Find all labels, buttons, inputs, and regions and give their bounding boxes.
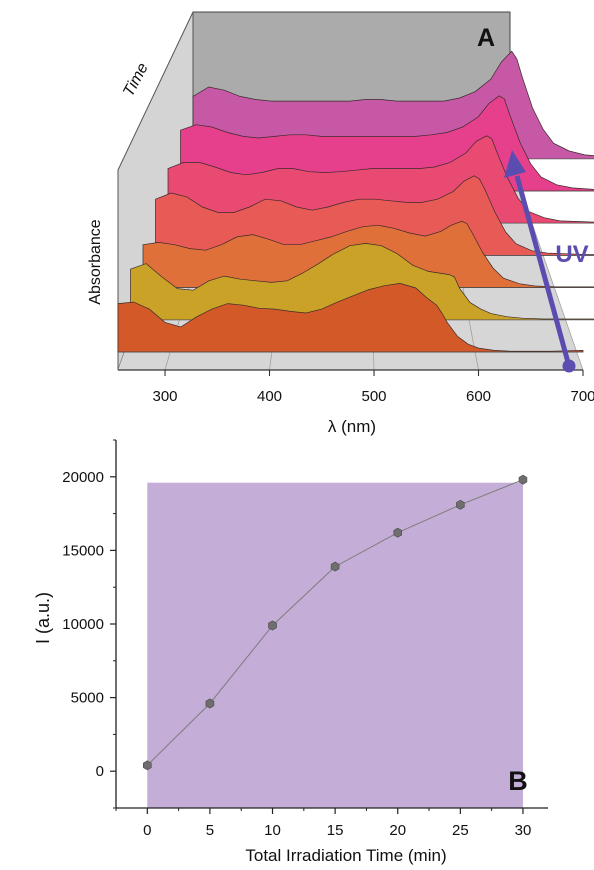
data-point bbox=[205, 698, 215, 709]
uv-arrow-shaft bbox=[514, 175, 572, 367]
x-tick-label: 300 bbox=[153, 388, 178, 405]
irradiation-shaded-region bbox=[147, 482, 523, 808]
x-tick-label: 700 bbox=[570, 388, 594, 405]
x-tick-label: 15 bbox=[327, 822, 344, 839]
y-axis-label: Absorbance bbox=[87, 219, 104, 304]
y-tick-label: 20000 bbox=[62, 469, 104, 486]
uv-label: UV bbox=[555, 241, 588, 268]
spectra-ridges bbox=[117, 50, 594, 353]
data-point bbox=[393, 527, 403, 538]
x-tick-label: 600 bbox=[466, 388, 491, 405]
x-tick-label: 400 bbox=[257, 388, 282, 405]
x-axis-ticks: 0 5 10 15 20 25 30 bbox=[115, 808, 532, 839]
data-point bbox=[268, 620, 277, 631]
x-axis-ticks: 300 400 500 600 700 bbox=[153, 370, 594, 405]
panel-b-line-chart: 0 5000 10000 15000 20000 0 5 10 15 20 25 30 I (a.u… bbox=[33, 439, 548, 865]
x-axis-label: λ (nm) bbox=[328, 417, 376, 436]
y-tick-label: 10000 bbox=[62, 616, 104, 633]
x-tick-label: 25 bbox=[452, 822, 469, 839]
spectrum-ridge bbox=[155, 175, 594, 256]
x-tick-label: 30 bbox=[515, 822, 532, 839]
y-tick-label: 5000 bbox=[71, 690, 104, 707]
y-tick-label: 15000 bbox=[62, 542, 104, 559]
x-tick-label: 500 bbox=[361, 388, 386, 405]
data-point bbox=[330, 561, 340, 572]
uv-arrow-head bbox=[504, 150, 526, 178]
y-axis-label: I (a.u.) bbox=[33, 592, 53, 644]
x-tick-label: 5 bbox=[206, 822, 214, 839]
y-tick-label: 0 bbox=[96, 763, 104, 780]
data-point bbox=[143, 760, 152, 771]
time-axis-label: Time bbox=[120, 60, 152, 99]
x-tick-label: 20 bbox=[389, 822, 406, 839]
uv-arrow-start-dot bbox=[562, 359, 576, 373]
x-tick-label: 10 bbox=[264, 822, 281, 839]
x-axis-label: Total Irradiation Time (min) bbox=[245, 846, 446, 865]
panel-label-a: A bbox=[477, 24, 495, 52]
data-points bbox=[143, 474, 528, 771]
y-axis-ticks: 0 5000 10000 15000 20000 bbox=[62, 439, 116, 809]
x-tick-label: 0 bbox=[143, 822, 151, 839]
spectrum-ridge bbox=[117, 283, 584, 353]
data-point bbox=[518, 474, 528, 485]
spectrum-ridge bbox=[130, 243, 594, 321]
panel-label-b: B bbox=[508, 766, 528, 796]
panel-a-waterfall-chart: 300 400 500 600 700 λ (nm) Absorbance Time A… bbox=[87, 11, 594, 436]
data-point bbox=[456, 499, 465, 510]
